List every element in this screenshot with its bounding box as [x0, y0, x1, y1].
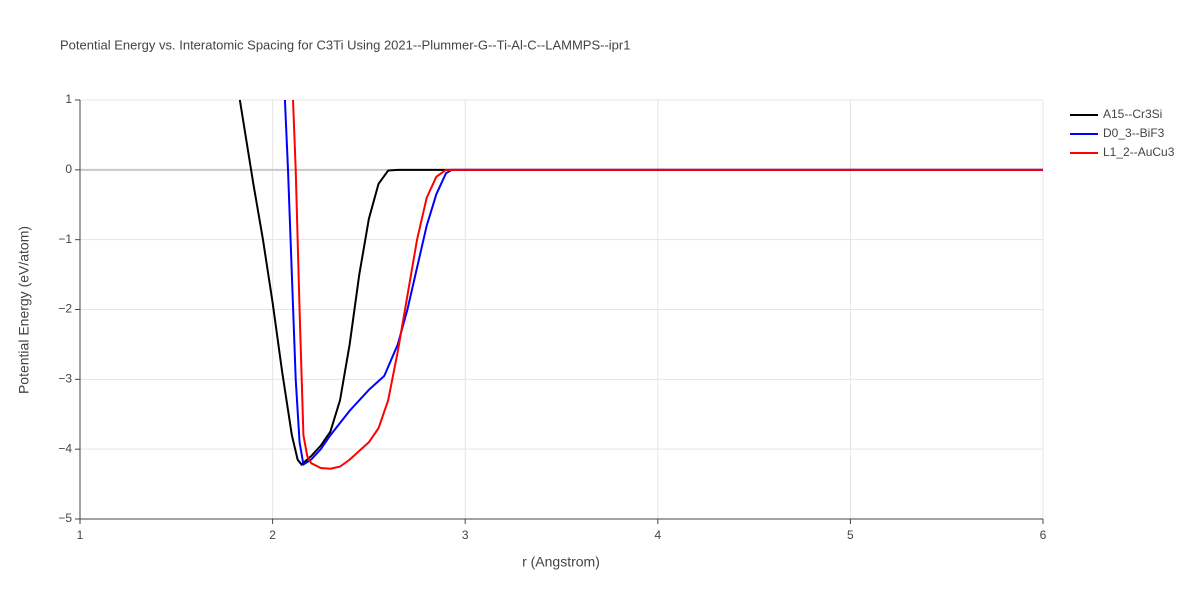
x-tick-label: 5 [847, 528, 854, 542]
chart-title: Potential Energy vs. Interatomic Spacing… [60, 37, 630, 52]
x-tick-label: 1 [77, 528, 84, 542]
y-tick-label: −1 [58, 232, 72, 246]
y-tick-label: 0 [65, 162, 72, 176]
y-axis-label: Potential Energy (eV/atom) [16, 226, 32, 394]
legend-label: L1_2--AuCu3 [1103, 145, 1175, 159]
legend-label: A15--Cr3Si [1103, 107, 1162, 121]
x-tick-label: 6 [1040, 528, 1047, 542]
x-tick-label: 2 [269, 528, 276, 542]
plot-area [238, 100, 1043, 470]
line-series [283, 100, 1043, 467]
legend-label: D0_3--BiF3 [1103, 126, 1165, 140]
line-series [292, 100, 1043, 470]
line-series [238, 100, 1043, 466]
x-tick-label: 4 [654, 528, 661, 542]
x-axis-label: r (Angstrom) [522, 554, 600, 570]
y-tick-label: −2 [58, 302, 72, 316]
y-tick-label: 1 [65, 92, 72, 106]
y-tick-label: −3 [58, 372, 72, 386]
x-tick-label: 3 [462, 528, 469, 542]
y-tick-label: −4 [58, 441, 72, 455]
y-tick-label: −5 [58, 511, 72, 525]
